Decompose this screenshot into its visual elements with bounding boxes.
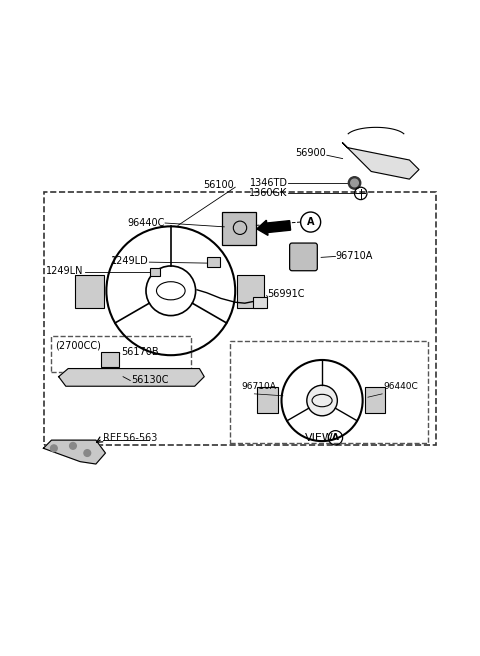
Text: 56170B: 56170B bbox=[120, 347, 158, 358]
Text: VIEW: VIEW bbox=[305, 433, 334, 443]
FancyBboxPatch shape bbox=[206, 257, 220, 267]
FancyBboxPatch shape bbox=[150, 268, 160, 276]
FancyBboxPatch shape bbox=[237, 275, 264, 308]
Bar bbox=[229, 341, 428, 443]
Text: 1346TD: 1346TD bbox=[250, 178, 288, 188]
Text: 56100: 56100 bbox=[203, 180, 234, 190]
Text: 1249LD: 1249LD bbox=[110, 256, 148, 266]
Bar bbox=[44, 192, 436, 445]
FancyBboxPatch shape bbox=[101, 352, 119, 367]
Circle shape bbox=[348, 176, 361, 189]
Polygon shape bbox=[43, 440, 106, 464]
FancyBboxPatch shape bbox=[364, 387, 384, 413]
Text: 1249LN: 1249LN bbox=[47, 266, 84, 276]
FancyArrow shape bbox=[257, 220, 290, 236]
Circle shape bbox=[84, 450, 91, 457]
FancyBboxPatch shape bbox=[253, 297, 267, 308]
FancyBboxPatch shape bbox=[222, 212, 256, 245]
Circle shape bbox=[351, 179, 359, 187]
FancyBboxPatch shape bbox=[289, 243, 317, 271]
Text: 96440C: 96440C bbox=[127, 218, 165, 228]
Bar bbox=[50, 336, 192, 372]
Circle shape bbox=[70, 443, 76, 449]
Text: 1360GK: 1360GK bbox=[249, 188, 288, 198]
Text: 96440C: 96440C bbox=[383, 382, 418, 391]
Text: 56991C: 56991C bbox=[268, 289, 305, 298]
Circle shape bbox=[307, 385, 337, 416]
Polygon shape bbox=[59, 369, 204, 386]
Text: 96710A: 96710A bbox=[336, 251, 373, 262]
FancyBboxPatch shape bbox=[257, 387, 278, 413]
Circle shape bbox=[50, 445, 57, 451]
Text: 56130C: 56130C bbox=[131, 375, 168, 384]
FancyBboxPatch shape bbox=[75, 275, 104, 308]
Polygon shape bbox=[343, 143, 419, 179]
Text: REF.56-563: REF.56-563 bbox=[103, 433, 157, 443]
Text: A: A bbox=[332, 433, 339, 442]
Text: 96710A: 96710A bbox=[241, 382, 276, 391]
Text: (2700CC): (2700CC) bbox=[55, 340, 101, 350]
Text: A: A bbox=[307, 217, 314, 227]
Text: 56900: 56900 bbox=[295, 148, 326, 158]
